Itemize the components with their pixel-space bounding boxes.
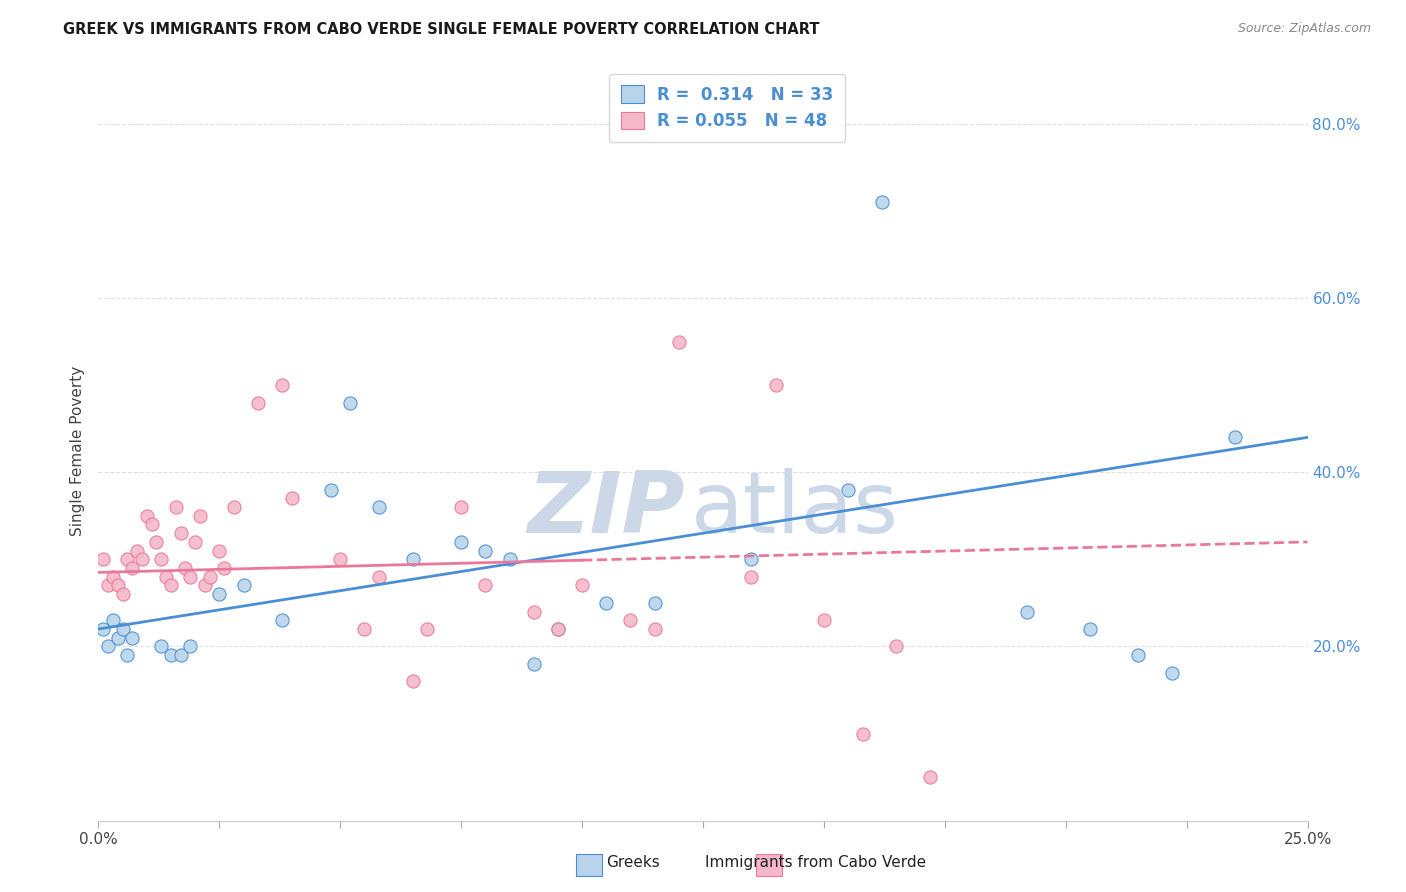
Point [222, 500, 245, 514]
Point [155, 570, 177, 584]
Point [740, 552, 762, 566]
Bar [756, 854, 782, 876]
Text: Greeks: Greeks [606, 855, 659, 870]
Point [208, 587, 231, 601]
Point [198, 570, 221, 584]
Text: ZIP: ZIP [527, 468, 685, 551]
Point [174, 561, 197, 575]
Point [91, 622, 114, 636]
Point [169, 526, 191, 541]
Point [765, 378, 787, 392]
Point [474, 543, 496, 558]
Text: Source: ZipAtlas.com: Source: ZipAtlas.com [1237, 22, 1371, 36]
Point [145, 535, 167, 549]
Point [498, 552, 520, 566]
Point [595, 596, 617, 610]
Point [165, 500, 187, 514]
Point [194, 578, 217, 592]
Point [368, 500, 391, 514]
Point [117, 552, 139, 566]
Point [450, 535, 472, 549]
Point [886, 640, 908, 654]
Point [107, 578, 129, 592]
Point [450, 500, 472, 514]
Point [101, 613, 124, 627]
Point [368, 570, 391, 584]
Point [1223, 430, 1246, 444]
Point [121, 561, 143, 575]
Legend: R =  0.314   N = 33, R = 0.055   N = 48: R = 0.314 N = 33, R = 0.055 N = 48 [609, 74, 845, 142]
Point [523, 657, 546, 671]
Point [474, 578, 496, 592]
Point [271, 378, 294, 392]
Point [416, 622, 439, 636]
Point [111, 587, 134, 601]
Point [179, 570, 201, 584]
Point [402, 674, 425, 689]
Point [121, 631, 143, 645]
Point [150, 552, 173, 566]
Point [101, 570, 124, 584]
Point [668, 334, 690, 349]
Point [247, 395, 270, 409]
Point [740, 570, 762, 584]
Point [281, 491, 304, 506]
Text: atlas: atlas [690, 468, 898, 551]
Point [852, 726, 875, 740]
Point [232, 578, 254, 592]
Point [619, 613, 641, 627]
Point [571, 578, 593, 592]
Point [160, 578, 183, 592]
Point [141, 517, 163, 532]
Point [150, 640, 173, 654]
Point [135, 508, 157, 523]
Point [1078, 622, 1101, 636]
Point [813, 613, 835, 627]
Point [920, 770, 942, 784]
Point [329, 552, 352, 566]
Point [1128, 648, 1150, 662]
Point [402, 552, 425, 566]
Point [117, 648, 139, 662]
Point [1015, 605, 1038, 619]
Y-axis label: Single Female Poverty: Single Female Poverty [69, 366, 84, 535]
Point [870, 195, 893, 210]
Point [107, 631, 129, 645]
Point [97, 640, 120, 654]
Point [127, 543, 149, 558]
Point [91, 552, 114, 566]
Point [1161, 665, 1184, 680]
Point [97, 578, 120, 592]
Point [179, 640, 201, 654]
Point [523, 605, 546, 619]
Text: GREEK VS IMMIGRANTS FROM CABO VERDE SINGLE FEMALE POVERTY CORRELATION CHART: GREEK VS IMMIGRANTS FROM CABO VERDE SING… [63, 22, 820, 37]
Point [644, 596, 666, 610]
Point [339, 395, 361, 409]
Point [547, 622, 569, 636]
Point [837, 483, 859, 497]
Point [169, 648, 191, 662]
Point [184, 535, 207, 549]
Point [188, 508, 211, 523]
Bar [576, 854, 602, 876]
Point [212, 561, 235, 575]
Point [547, 622, 569, 636]
Point [111, 622, 134, 636]
Point [208, 543, 231, 558]
Point [644, 622, 666, 636]
Point [160, 648, 183, 662]
Point [131, 552, 153, 566]
Text: Immigrants from Cabo Verde: Immigrants from Cabo Verde [704, 855, 927, 870]
Point [271, 613, 294, 627]
Point [353, 622, 375, 636]
Point [319, 483, 342, 497]
